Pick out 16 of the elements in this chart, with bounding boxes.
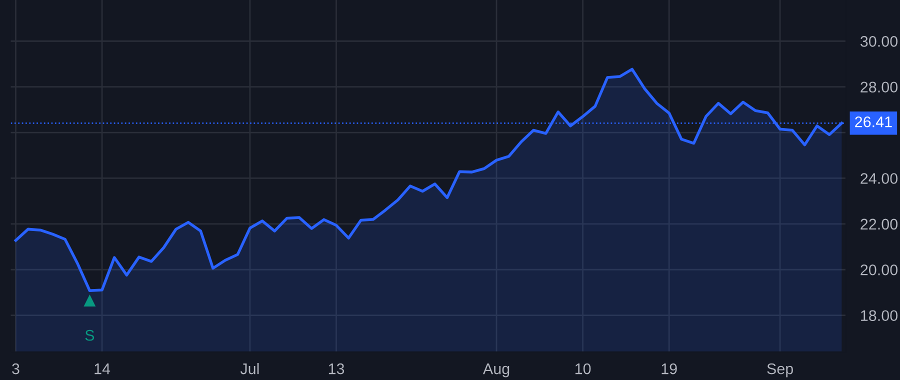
y-tick-label: 24.00: [860, 173, 898, 184]
y-tick-label: 30.00: [860, 36, 898, 47]
x-tick-label: 13: [328, 363, 344, 374]
x-tick-label: Sep: [767, 363, 793, 378]
x-tick-label: 3: [12, 363, 20, 374]
y-tick-label: 18.00: [861, 310, 898, 322]
x-tick-label: 14: [94, 364, 110, 374]
x-tick-label: Jul: [240, 362, 259, 374]
x-tick-label: 10: [575, 363, 591, 374]
annotation: S: [85, 330, 94, 341]
ref-line-label: 26.41: [855, 116, 892, 128]
x-tick-label: 19: [662, 363, 677, 374]
y-tick-label: 20.00: [860, 264, 898, 276]
y-tick-label: 22.00: [860, 218, 898, 230]
y-tick-label: 28.00: [860, 82, 898, 93]
x-tick-label: Aug: [482, 364, 510, 378]
